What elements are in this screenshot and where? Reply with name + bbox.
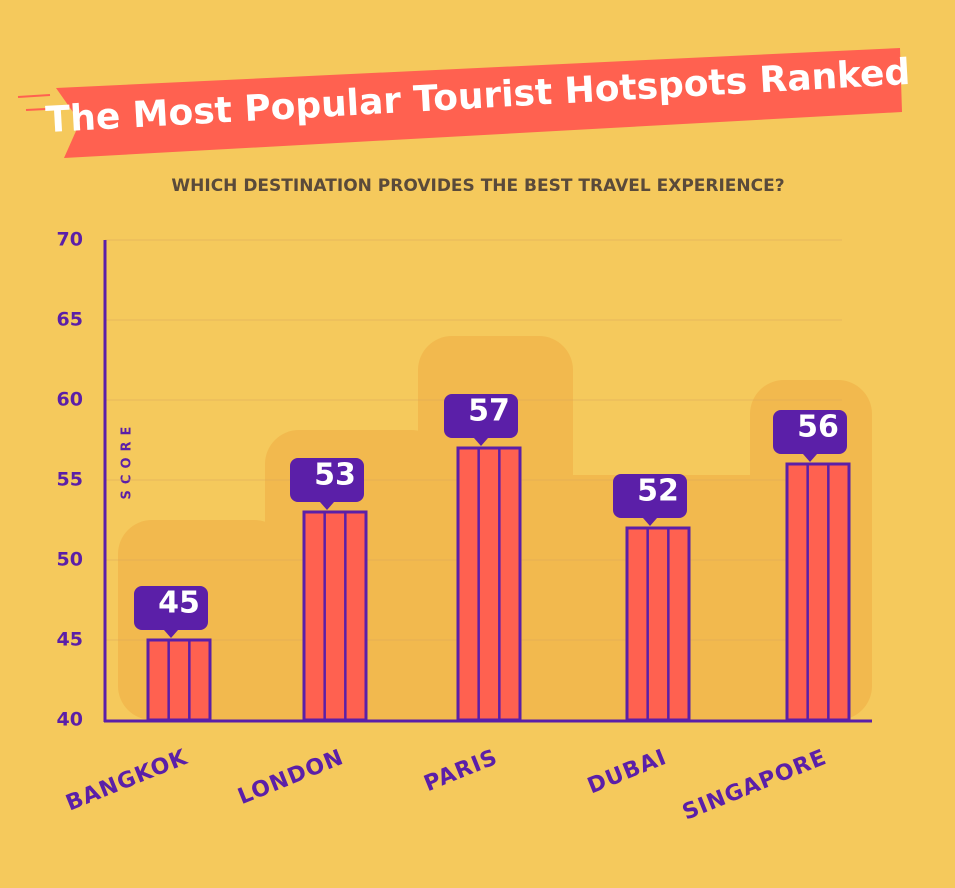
bar <box>302 510 368 722</box>
value-label: 45 <box>158 586 200 621</box>
y-tick-label: 40 <box>57 709 83 731</box>
bar <box>456 446 522 722</box>
chart-subtitle: WHICH DESTINATION PROVIDES THE BEST TRAV… <box>171 176 784 196</box>
y-tick-label: 60 <box>57 389 83 411</box>
bar <box>625 526 691 722</box>
value-label: 53 <box>314 458 356 493</box>
y-axis-label: SCORE <box>120 421 135 500</box>
bar <box>785 462 851 722</box>
banner-ribbon <box>56 48 902 158</box>
value-bubble <box>613 474 687 526</box>
title-banner <box>17 48 902 158</box>
value-bubble <box>444 394 518 446</box>
bar <box>146 638 212 722</box>
value-bubble <box>134 586 208 638</box>
y-tick-label: 50 <box>57 549 83 571</box>
value-bubble <box>773 410 847 462</box>
y-tick-label: 55 <box>57 469 83 491</box>
banner-dash <box>17 94 51 98</box>
value-bubble <box>290 458 364 510</box>
value-label: 56 <box>797 410 839 445</box>
value-label: 52 <box>637 474 679 509</box>
value-label: 57 <box>468 394 510 429</box>
y-tick-label: 70 <box>57 229 83 251</box>
y-tick-label: 65 <box>57 309 83 331</box>
y-tick-label: 45 <box>57 629 83 651</box>
banner-dash <box>25 108 47 111</box>
